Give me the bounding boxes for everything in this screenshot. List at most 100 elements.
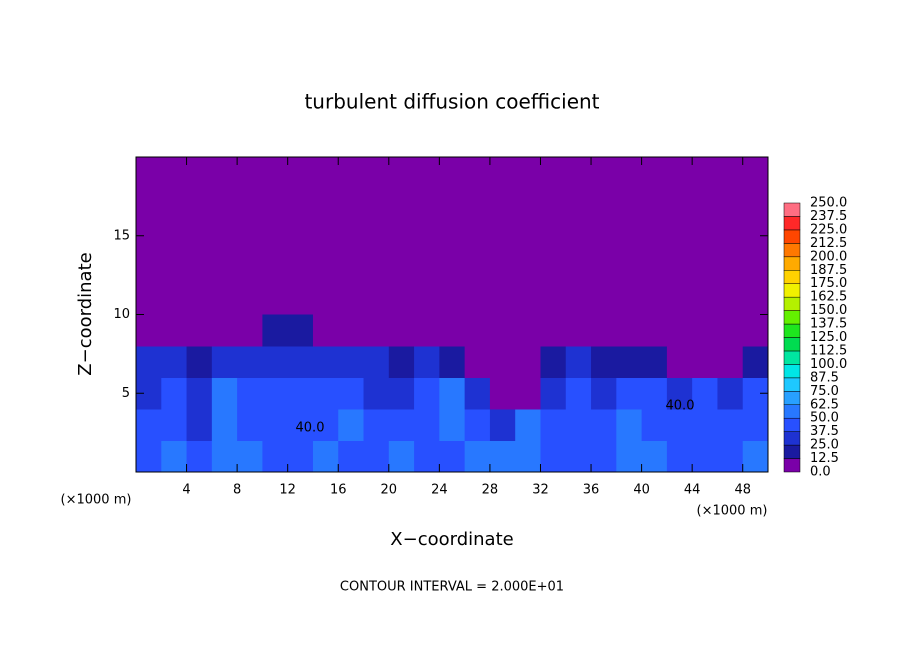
- heatmap-cell: [262, 346, 289, 378]
- heatmap-cell: [616, 314, 643, 347]
- colorbar-label: 112.5: [810, 343, 847, 358]
- colorbar-label: 175.0: [810, 276, 847, 291]
- heatmap-cell: [515, 440, 541, 473]
- x-tick-label: 28: [482, 483, 499, 498]
- colorbar-swatch: [783, 364, 801, 379]
- colorbar-label: 25.0: [810, 438, 839, 453]
- heatmap-cell: [161, 409, 188, 441]
- contour-label: 40.0: [296, 421, 325, 436]
- heatmap-cell: [717, 409, 744, 441]
- footer: CONTOUR INTERVAL = 2.000E+01: [340, 580, 564, 595]
- heatmap-cell: [540, 377, 567, 410]
- colorbar-swatch: [783, 202, 801, 217]
- heatmap-cell: [287, 377, 314, 410]
- heatmap-cell: [565, 440, 592, 473]
- heatmap-cell: [388, 314, 415, 347]
- heatmap-cell: [540, 440, 567, 473]
- heatmap-cell: [186, 409, 213, 441]
- colorbar-label: 212.5: [810, 236, 847, 251]
- heatmap-cell: [464, 314, 491, 347]
- heatmap-cell: [641, 440, 668, 473]
- colorbar-label: 162.5: [810, 290, 847, 305]
- heatmap-cell: [338, 314, 365, 347]
- heatmap-cell: [439, 346, 466, 378]
- heatmap-cell: [666, 409, 693, 441]
- heatmap-cell: [515, 377, 541, 410]
- heatmap-cell: [312, 346, 339, 378]
- colorbar-swatch: [783, 256, 801, 271]
- heatmap-cell: [641, 377, 668, 410]
- contour-label: 40.0: [666, 399, 695, 414]
- heatmap-cell: [237, 409, 263, 441]
- heatmap-cell: [186, 346, 213, 378]
- heatmap-cell: [489, 440, 516, 473]
- colorbar-label: 0.0: [810, 465, 831, 480]
- heatmap-cell: [414, 409, 440, 441]
- colorbar-swatch: [783, 431, 801, 446]
- colorbar-label: 50.0: [810, 411, 839, 426]
- heatmap-cell: [287, 409, 314, 441]
- x-tick-label: 12: [279, 483, 296, 498]
- heatmap-cell: [211, 440, 238, 473]
- colorbar-label: 237.5: [810, 209, 847, 224]
- heatmap-cell: [616, 409, 643, 441]
- heatmap-cell: [666, 377, 693, 410]
- heatmap-cell: [464, 409, 491, 441]
- heatmap-cell: [464, 377, 491, 410]
- heatmap-cell: [591, 314, 617, 347]
- heatmap-cell: [439, 314, 466, 347]
- heatmap-cell: [136, 409, 162, 441]
- y-tick-label: 5: [122, 386, 130, 401]
- heatmap-cell: [312, 409, 339, 441]
- x-tick-label: 8: [233, 483, 241, 498]
- heatmap-cell: [692, 314, 718, 347]
- colorbar-swatch: [783, 444, 801, 459]
- heatmap-cell: [692, 440, 718, 473]
- heatmap-cell: [262, 314, 289, 347]
- heatmap-cell: [287, 346, 314, 378]
- heatmap-cell: [237, 377, 263, 410]
- chart-title: turbulent diffusion coefficient: [304, 90, 599, 114]
- x-tick-label: 4: [182, 483, 190, 498]
- heatmap-cell: [489, 377, 516, 410]
- colorbar-label: 187.5: [810, 263, 847, 278]
- heatmap-cell: [540, 314, 567, 347]
- heatmap-cell: [262, 440, 289, 473]
- heatmap-cell: [161, 314, 188, 347]
- heatmap-cell: [211, 377, 238, 410]
- x-tick-label: 24: [431, 483, 448, 498]
- heatmap-cell: [388, 377, 415, 410]
- heatmap-cell: [363, 346, 390, 378]
- heatmap-cell: [388, 346, 415, 378]
- y-unit: (×1000 m): [61, 493, 132, 508]
- heatmap-cell: [287, 440, 314, 473]
- heatmap-cell: [742, 409, 769, 441]
- heatmap-cell: [338, 377, 365, 410]
- heatmap-cell: [742, 314, 769, 347]
- colorbar-label: 250.0: [810, 196, 847, 211]
- heatmap-cell: [489, 314, 516, 347]
- heatmap-cell: [211, 314, 238, 347]
- y-tick-label: 15: [113, 228, 130, 243]
- heatmap-cell: [515, 314, 541, 347]
- colorbar-swatch: [783, 229, 801, 244]
- heatmap-cell: [641, 409, 668, 441]
- heatmap-cell: [515, 409, 541, 441]
- x-tick-label: 48: [734, 483, 751, 498]
- heatmap-cell: [489, 409, 516, 441]
- heatmap-cell: [338, 346, 365, 378]
- heatmap-cell: [312, 314, 339, 347]
- heatmap-cell: [388, 409, 415, 441]
- heatmap-cell: [211, 409, 238, 441]
- y-axis-label: Z−coordinate: [75, 252, 96, 375]
- heatmap-cell: [287, 314, 314, 347]
- colorbar-label: 87.5: [810, 370, 839, 385]
- heatmap-cell: [717, 314, 744, 347]
- x-tick-label: 36: [583, 483, 600, 498]
- heatmap-cell: [136, 314, 162, 347]
- heatmap-cell: [312, 440, 339, 473]
- heatmap-cell: [464, 440, 491, 473]
- heatmap-cell: [363, 409, 390, 441]
